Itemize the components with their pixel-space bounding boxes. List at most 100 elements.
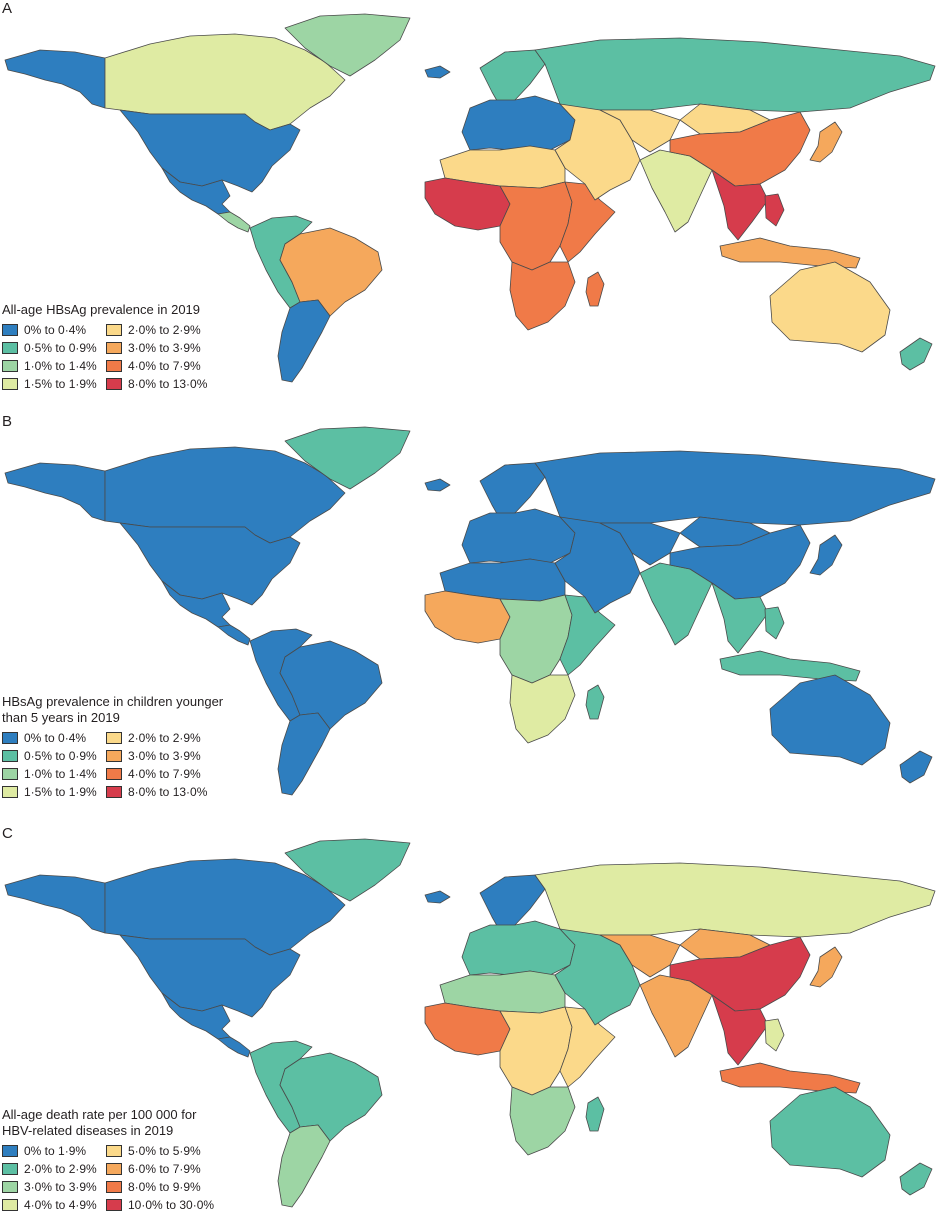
legend-item: 0% to 0·4% [2, 730, 106, 746]
legend-label: 8·0% to 9·9% [128, 1180, 201, 1194]
legend-item: 1·0% to 1·4% [2, 358, 106, 374]
region-europe [461, 508, 576, 564]
region-scandinavia [479, 874, 546, 932]
legend-item: 5·0% to 5·9% [106, 1143, 216, 1159]
region-brazil [279, 640, 383, 730]
legend-item: 0% to 1·9% [2, 1143, 106, 1159]
region-southern-cone [277, 299, 331, 383]
region-china [669, 524, 811, 600]
legend-item: 0·5% to 0·9% [2, 748, 106, 764]
legend-item: 8·0% to 13·0% [106, 376, 216, 392]
legend-item: 2·0% to 2·9% [2, 1161, 106, 1177]
region-southern-africa [509, 674, 576, 744]
panel-letter: C [2, 825, 13, 842]
world-map [4, 838, 936, 1208]
legend-title: HBsAg prevalence in children younger tha… [2, 694, 223, 726]
legend-label: 0% to 0·4% [24, 323, 87, 337]
legend-swatch [2, 360, 18, 372]
panel-letter: A [2, 0, 13, 17]
legend: All-age death rate per 100 000 for HBV-r… [2, 1107, 216, 1213]
legend-swatch [106, 768, 122, 780]
legend-label: 1·0% to 1·4% [24, 767, 97, 781]
region-central-asia [599, 522, 681, 566]
region-central-am [217, 1036, 251, 1058]
region-japan [809, 121, 843, 163]
region-southern-cone [277, 1124, 331, 1208]
legend-swatch [2, 1181, 18, 1193]
legend-title: All-age HBsAg prevalence in 2019 [2, 302, 216, 318]
legend-item: 1·0% to 1·4% [2, 766, 106, 782]
legend-item: 4·0% to 7·9% [106, 358, 216, 374]
region-australia [769, 674, 891, 766]
legend-items: 0% to 0·4% 2·0% to 2·9% 0·5% to 0·9% 3·0% t… [2, 730, 223, 800]
legend-item: 0·5% to 0·9% [2, 340, 106, 356]
region-philippines [764, 1018, 785, 1052]
region-central-africa [499, 1006, 573, 1096]
legend-swatch [2, 342, 18, 354]
legend-swatch [106, 1163, 122, 1175]
legend-label: 5·0% to 5·9% [128, 1144, 201, 1158]
region-southern-africa [509, 1086, 576, 1156]
legend-swatch [106, 360, 122, 372]
legend-swatch [2, 768, 18, 780]
legend-item: 1·5% to 1·9% [2, 784, 106, 800]
region-se-asia [711, 582, 769, 654]
legend-items: 0% to 1·9% 5·0% to 5·9% 2·0% to 2·9% 6·0% t… [2, 1143, 216, 1213]
legend-swatch [106, 378, 122, 390]
region-scandinavia [479, 49, 546, 107]
legend-label: 0% to 0·4% [24, 731, 87, 745]
legend-item: 3·0% to 3·9% [2, 1179, 106, 1195]
legend-item: 2·0% to 2·9% [106, 730, 216, 746]
region-australia [769, 261, 891, 353]
legend-item: 2·0% to 2·9% [106, 322, 216, 338]
legend-swatch [2, 1145, 18, 1157]
legend-swatch [2, 750, 18, 762]
region-central-am [217, 624, 251, 646]
legend-label: 0·5% to 0·9% [24, 749, 97, 763]
panel-c: C All-age death rate per 100 000 for HBV… [0, 825, 941, 1221]
legend-label: 3·0% to 3·9% [128, 341, 201, 355]
legend-title-line: than 5 years in 2019 [2, 710, 120, 725]
legend-label: 8·0% to 13·0% [128, 377, 208, 391]
legend-label: 8·0% to 13·0% [128, 785, 208, 799]
legend-label: 4·0% to 7·9% [128, 359, 201, 373]
legend-title-line: HBV-related diseases in 2019 [2, 1123, 174, 1138]
region-scandinavia [479, 462, 546, 520]
region-brazil [279, 227, 383, 317]
region-alaska [4, 874, 106, 934]
region-alaska [4, 49, 106, 109]
panel-a: A All-age HBsAg prevalence in 2019 0% to… [0, 0, 941, 400]
region-europe [461, 95, 576, 151]
legend-item: 0% to 0·4% [2, 322, 106, 338]
region-brazil [279, 1052, 383, 1142]
region-southern-africa [509, 261, 576, 331]
region-australia [769, 1086, 891, 1178]
world-map [4, 426, 936, 796]
legend-swatch [2, 732, 18, 744]
legend-swatch [2, 324, 18, 336]
legend-swatch [106, 1199, 122, 1211]
region-iceland [424, 890, 451, 904]
legend-swatch [106, 1181, 122, 1193]
legend-swatch [106, 750, 122, 762]
region-new-zealand [899, 1162, 933, 1196]
legend-swatch [106, 324, 122, 336]
region-se-asia [711, 169, 769, 241]
legend-label: 3·0% to 3·9% [24, 1180, 97, 1194]
region-southern-cone [277, 712, 331, 796]
region-central-asia [599, 109, 681, 153]
legend-label: 4·0% to 4·9% [24, 1198, 97, 1212]
region-west-africa [424, 590, 511, 644]
panel-letter: B [2, 413, 13, 430]
region-central-am [217, 211, 251, 233]
legend-label: 2·0% to 2·9% [24, 1162, 97, 1176]
region-west-africa [424, 177, 511, 231]
legend-title-line: All-age HBsAg prevalence in 2019 [2, 302, 201, 317]
region-madagascar [585, 1096, 605, 1132]
legend-label: 0% to 1·9% [24, 1144, 87, 1158]
region-russia [534, 450, 936, 534]
legend-item: 10·0% to 30·0% [106, 1197, 216, 1213]
legend-swatch [106, 342, 122, 354]
region-new-zealand [899, 750, 933, 784]
legend-swatch [2, 1199, 18, 1211]
